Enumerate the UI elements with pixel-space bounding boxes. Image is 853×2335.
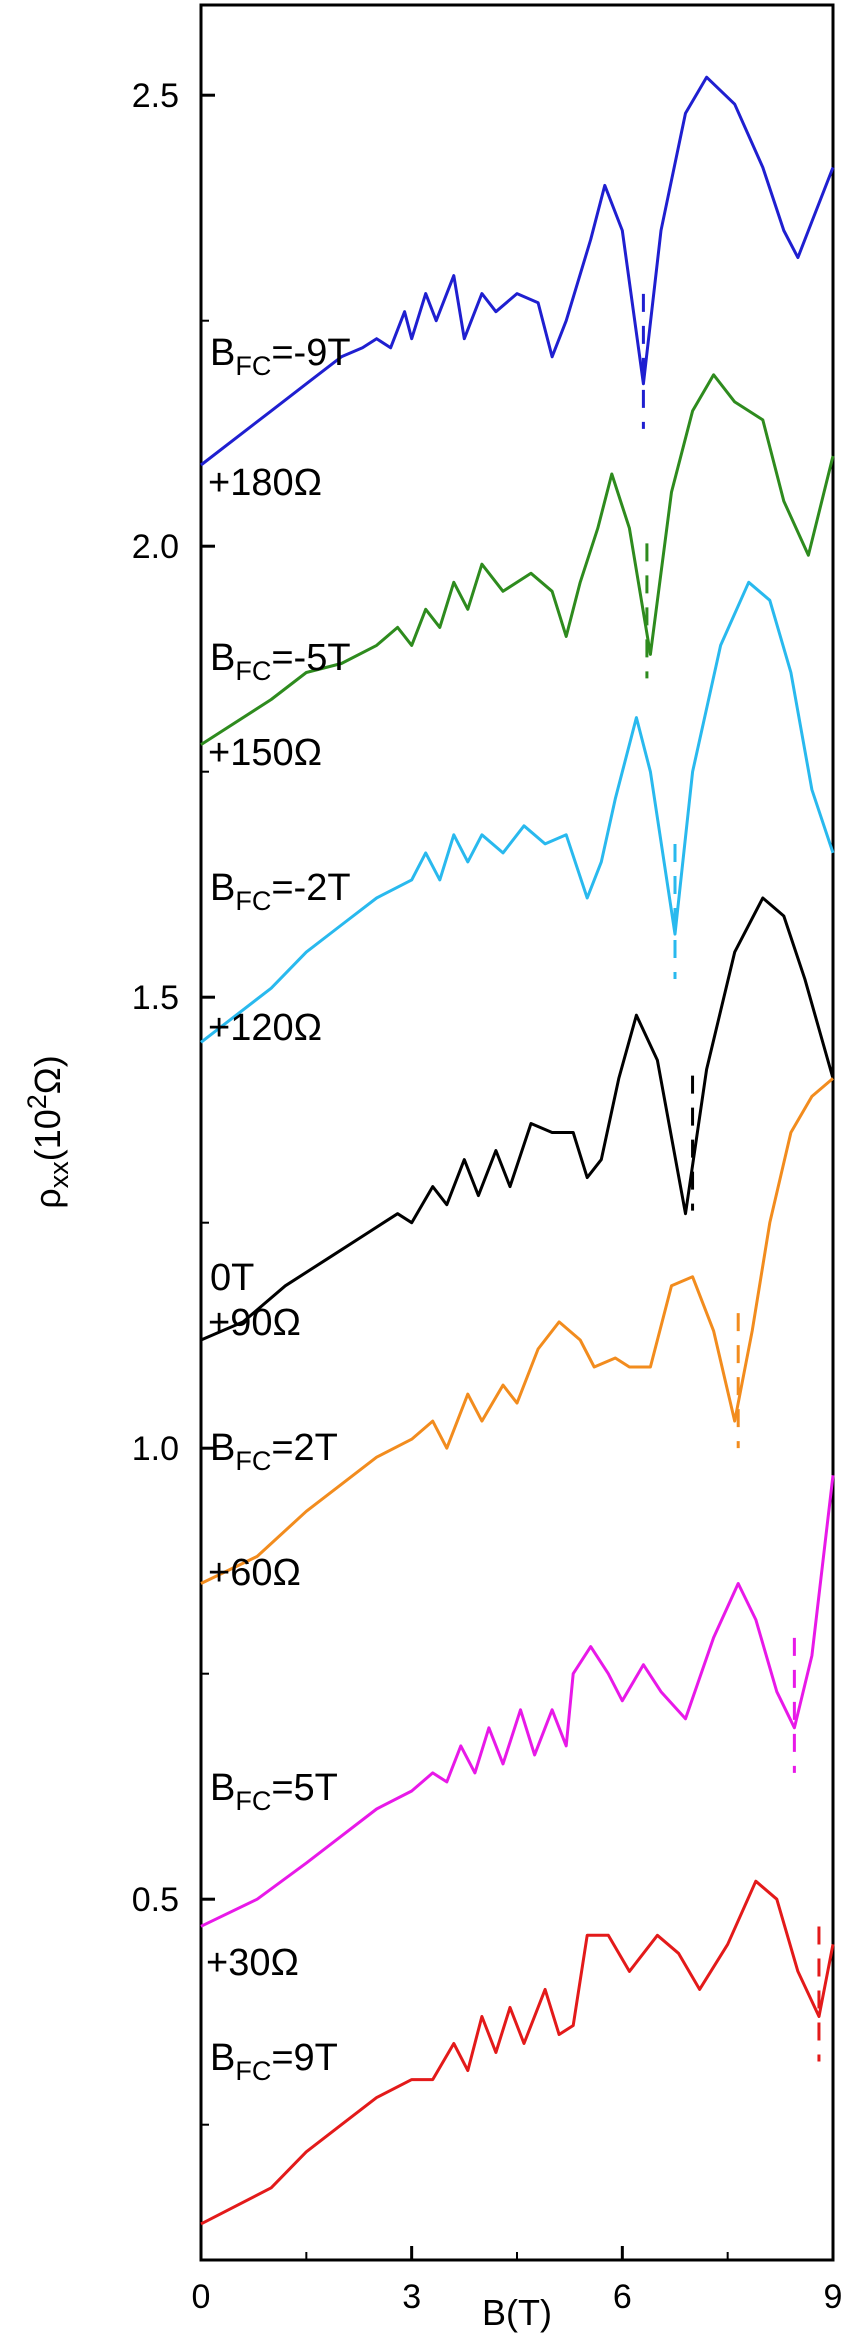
series-line <box>200 580 835 1044</box>
x-tick-label: 0 <box>192 2278 211 2316</box>
x-tick-label: 9 <box>824 2278 843 2316</box>
curve-label: BFC=-2T <box>210 867 351 916</box>
y-tick-label: 2.5 <box>132 77 179 115</box>
y-tick-label: 0.5 <box>132 1881 179 1919</box>
offset-label: +150Ω <box>208 732 322 774</box>
series-line <box>200 1879 835 2226</box>
offset-label: +30Ω <box>206 1942 299 1984</box>
y-axis-title: ρxx(102Ω) <box>22 1055 74 1208</box>
curve-label: BFC=9T <box>210 2037 338 2086</box>
curve-label: BFC=2T <box>210 1427 338 1476</box>
curve-label: BFC=-9T <box>210 332 351 381</box>
minimum-markers <box>641 293 821 2062</box>
offset-label: +120Ω <box>208 1007 322 1049</box>
offset-label: +60Ω <box>208 1552 301 1594</box>
curve-label: 0T <box>210 1257 254 1299</box>
offset-label: +180Ω <box>208 462 322 504</box>
series-line <box>200 1077 834 1585</box>
curve-labels: BFC=-9T +180Ω BFC=-5T +150Ω BFC=-2T +120Ω 0T+9… <box>206 332 351 2086</box>
y-tick-label: 2.0 <box>132 528 179 566</box>
series-line <box>200 75 835 467</box>
series-line <box>200 373 835 746</box>
curve-label: BFC=-5T <box>210 637 351 686</box>
x-axis-title: B(T) <box>482 2292 552 2333</box>
y-tick-label: 1.0 <box>132 1430 179 1468</box>
y-tick-label: 1.5 <box>132 979 179 1017</box>
series-line <box>200 896 835 1342</box>
x-tick-label: 6 <box>613 2278 632 2316</box>
offset-label: +90Ω <box>208 1302 301 1344</box>
curve-label: BFC=5T <box>210 1767 338 1816</box>
series-line <box>200 1475 835 1928</box>
x-tick-label: 3 <box>402 2278 421 2316</box>
ticks: 0 3 6 9 0.5 1.0 1.5 2.0 2.5 <box>132 77 843 2316</box>
series-group <box>200 75 835 2226</box>
